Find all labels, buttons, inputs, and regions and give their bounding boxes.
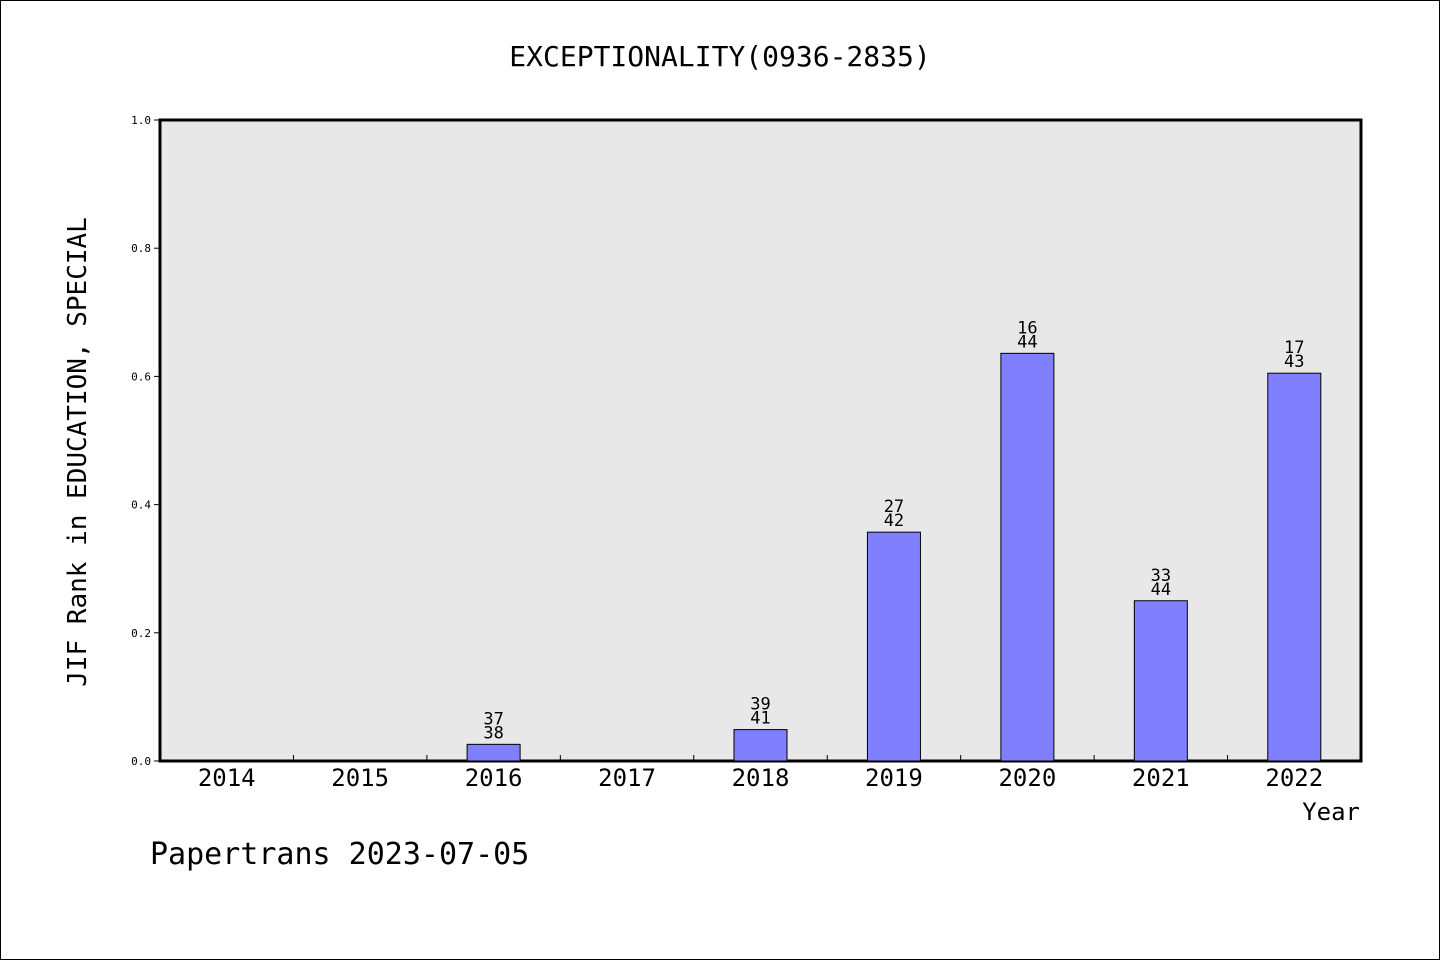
bar-label-rank-2016: 37 xyxy=(483,709,503,729)
y-axis-label: JIF Rank in EDUCATION, SPECIAL xyxy=(63,217,93,687)
y-tick-label-0.6: 0.6 xyxy=(131,370,151,383)
y-tick-label-0.4: 0.4 xyxy=(131,499,151,512)
y-axis-ticks: 0.0 0.2 0.4 0.6 0.8 1.0 xyxy=(131,114,160,768)
x-tick-label-2020: 2020 xyxy=(998,764,1056,792)
bar-label-rank-2022: 17 xyxy=(1284,338,1304,358)
bar-label-rank-2020: 16 xyxy=(1017,318,1037,338)
x-axis-label: Year xyxy=(1302,798,1360,826)
y-tick-label-0.8: 0.8 xyxy=(131,242,151,255)
bar-2016 xyxy=(466,743,521,762)
bar-label-total-2021: 44 xyxy=(1151,580,1171,600)
bar-2019 xyxy=(866,531,921,762)
x-tick-label-2021: 2021 xyxy=(1132,764,1190,792)
chart-title: EXCEPTIONALITY(0936-2835) xyxy=(509,40,930,73)
bar-label-total-2016: 38 xyxy=(483,723,503,743)
y-tick-label-1.0: 1.0 xyxy=(131,114,151,127)
x-tick-label-2015: 2015 xyxy=(331,764,389,792)
bar-2021 xyxy=(1133,600,1188,762)
bar-label-rank-2019: 27 xyxy=(884,497,904,517)
bar-label-rank-2018: 39 xyxy=(750,695,770,715)
bar-label-rank-2021: 33 xyxy=(1151,566,1171,586)
x-tick-label-2016: 2016 xyxy=(465,764,523,792)
bar-label-total-2020: 44 xyxy=(1017,332,1037,352)
y-tick-label-0.2: 0.2 xyxy=(131,627,151,640)
bar-2022 xyxy=(1267,372,1322,762)
x-tick-label-2018: 2018 xyxy=(732,764,790,792)
x-axis-ticks: 2014 2015 2016 2017 2018 2019 2020 2021 2022 xyxy=(198,755,1323,792)
x-tick-label-2019: 2019 xyxy=(865,764,923,792)
x-tick-label-2022: 2022 xyxy=(1265,764,1323,792)
footer-credit: Papertrans 2023-07-05 xyxy=(150,837,529,872)
bar-2018 xyxy=(733,729,788,762)
x-tick-label-2014: 2014 xyxy=(198,764,256,792)
bar-label-total-2022: 43 xyxy=(1284,352,1304,372)
bar-label-total-2019: 42 xyxy=(884,511,904,531)
y-tick-label-0.0: 0.0 xyxy=(131,755,151,768)
bars-group xyxy=(466,352,1322,762)
bar-label-total-2018: 41 xyxy=(750,709,770,729)
bar-2020 xyxy=(1000,352,1055,762)
x-tick-label-2017: 2017 xyxy=(598,764,656,792)
